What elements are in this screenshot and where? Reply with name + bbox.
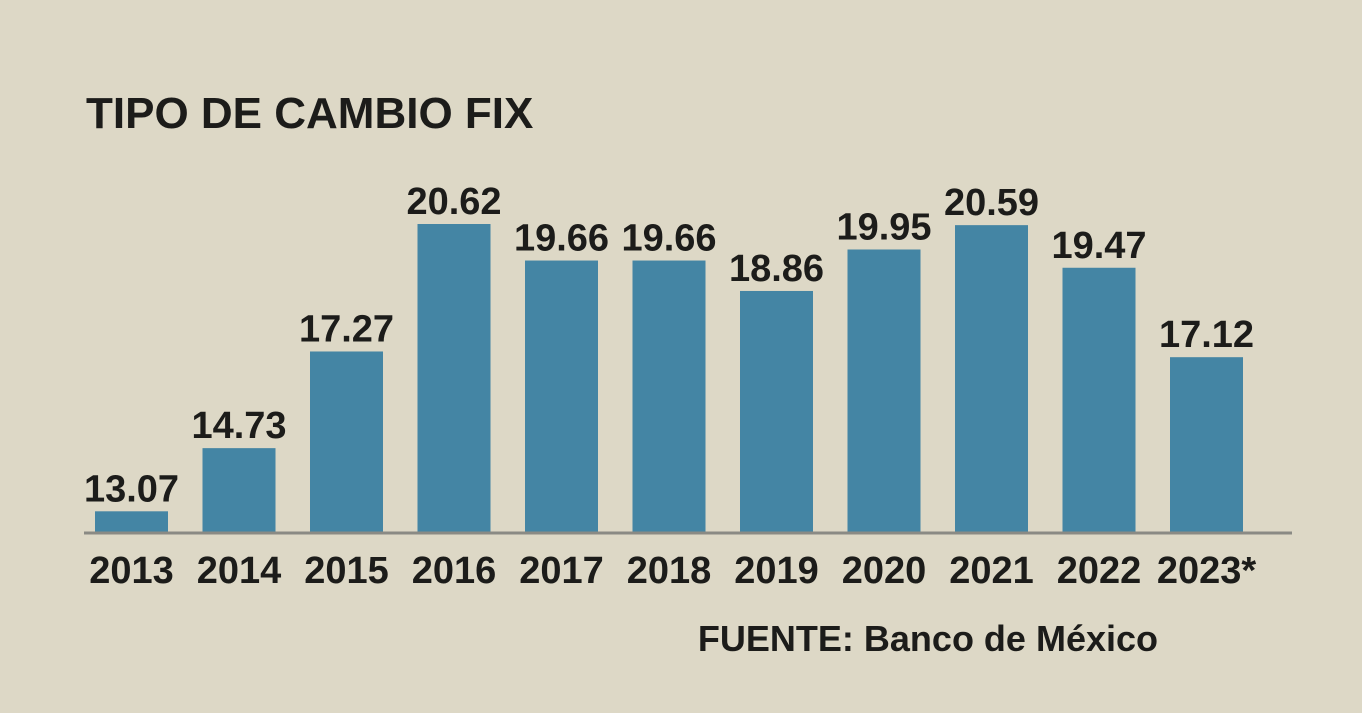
- value-label-2018: 19.66: [621, 218, 716, 260]
- value-label-2014: 14.73: [191, 405, 286, 447]
- bar-2018: [632, 260, 706, 533]
- x-tick-label-2022: 2022: [1057, 550, 1142, 592]
- bar-2021: [955, 225, 1028, 533]
- chart-title: TIPO DE CAMBIO FIX: [86, 89, 533, 138]
- bar-2023*: [1170, 357, 1243, 533]
- value-label-2016: 20.62: [406, 181, 501, 223]
- x-tick-label-2018: 2018: [627, 550, 712, 592]
- x-tick-label-2013: 2013: [89, 550, 174, 592]
- bar-2016: [417, 224, 491, 533]
- value-label-2021: 20.59: [944, 182, 1039, 224]
- bar-2015: [310, 351, 383, 533]
- value-label-2020: 19.95: [836, 206, 931, 248]
- value-label-2015: 17.27: [299, 308, 394, 350]
- value-label-2017: 19.66: [514, 218, 609, 260]
- x-tick-label-2023*: 2023*: [1157, 550, 1257, 592]
- bar-2014: [202, 448, 276, 533]
- value-label-2019: 18.86: [729, 248, 824, 290]
- x-tick-label-2020: 2020: [842, 550, 927, 592]
- source-label: FUENTE: Banco de México: [698, 618, 1158, 659]
- x-tick-label-2021: 2021: [949, 550, 1034, 592]
- bar-2019: [740, 290, 813, 533]
- x-tick-label-2017: 2017: [519, 550, 604, 592]
- tick-labels-layer: 2013 2014 2015 2016 2017 2018 2019 2020 2021 2022…: [89, 550, 1256, 592]
- x-tick-label-2015: 2015: [304, 550, 389, 592]
- value-label-2023*: 17.12: [1159, 314, 1254, 356]
- bar-2020: [847, 249, 921, 533]
- x-tick-label-2016: 2016: [412, 550, 497, 592]
- bar-2017: [525, 260, 598, 533]
- value-label-2022: 19.47: [1051, 225, 1146, 267]
- x-tick-label-2014: 2014: [197, 550, 282, 592]
- bars-layer: 13.07 14.73 17.27 20.62 19.66 19.66 18.86 19.95…: [84, 181, 1254, 533]
- value-label-2013: 13.07: [84, 468, 179, 510]
- bar-2022: [1062, 267, 1136, 533]
- bar-2013: [95, 511, 168, 533]
- x-tick-label-2019: 2019: [734, 550, 819, 592]
